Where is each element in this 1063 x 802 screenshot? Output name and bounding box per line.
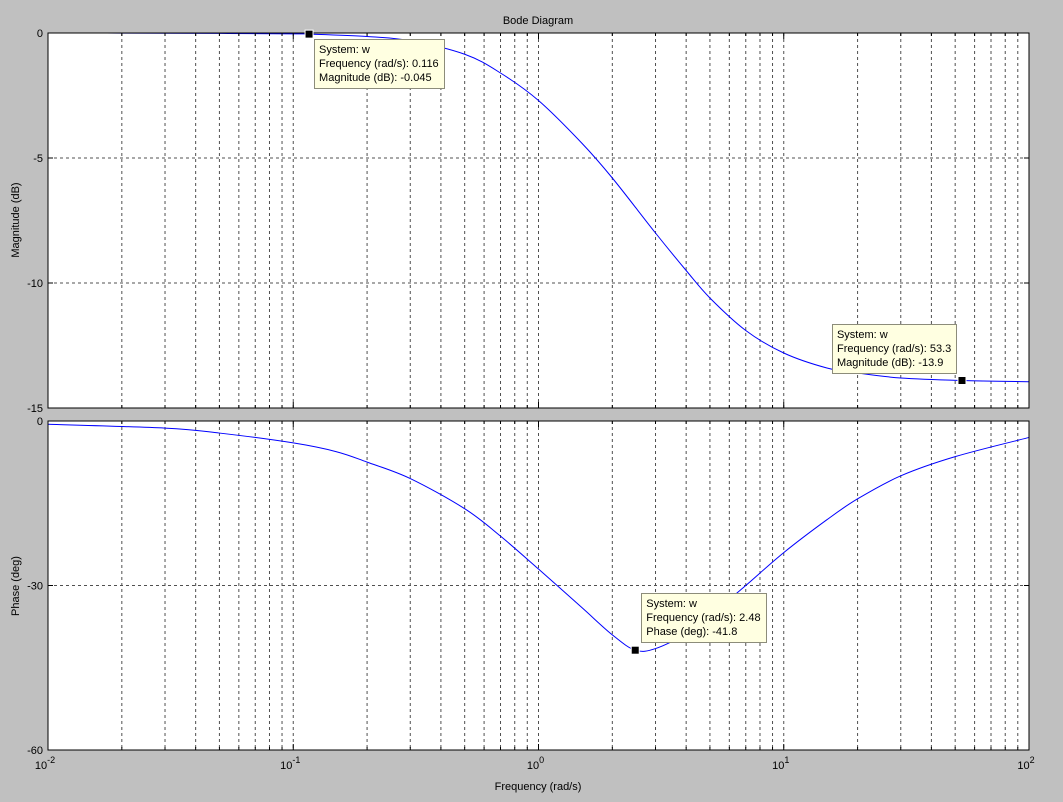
magnitude-y-axis-label: Magnitude (dB) [10, 182, 22, 257]
phase-curve [47, 423, 1030, 652]
datatip-line: Frequency (rad/s): 0.116 [319, 58, 439, 71]
phase-y-tick-label: 0 [37, 416, 43, 428]
x-tick-label: 100 [527, 755, 544, 772]
datatip-line: Frequency (rad/s): 53.3 [836, 342, 952, 355]
grid-layer [48, 32, 1029, 751]
magnitude-datatip[interactable]: System: w Frequency (rad/s): 0.116 Magnitu… [314, 39, 445, 90]
phase-y-axis-label: Phase (deg) [10, 556, 22, 616]
x-tick-label: 102 [1017, 755, 1034, 772]
x-tick-label: 10-2 [35, 755, 55, 772]
x-tick-label: 10-1 [280, 755, 300, 772]
phase-datatip[interactable]: System: w Frequency (rad/s): 2.48 Phase (d… [641, 593, 767, 644]
datatip-line: Phase (deg): -41.8 [646, 626, 738, 639]
x-tick-label: 101 [772, 755, 789, 772]
datatip-line: System: w [836, 328, 888, 341]
x-axis-label: Frequency (rad/s) [495, 781, 582, 793]
magnitude-datatip[interactable]: System: w Frequency (rad/s): 53.3 Magnitud… [831, 323, 958, 374]
phase-y-tick-label: -30 [27, 581, 43, 593]
datatip-line: System: w [646, 598, 697, 611]
magnitude-datatip-marker[interactable] [304, 29, 314, 39]
datatip-line: System: w [319, 44, 370, 57]
magnitude-y-tick-label: -5 [33, 153, 43, 165]
magnitude-datatip-marker[interactable] [957, 376, 967, 385]
phase-y-tick-label: -60 [27, 745, 43, 757]
chart-title: Bode Diagram [503, 15, 573, 27]
datatip-line: Frequency (rad/s): 2.48 [646, 612, 761, 625]
magnitude-y-tick-label: -10 [27, 278, 43, 290]
marker-layer [304, 29, 967, 655]
phase-datatip-marker[interactable] [630, 645, 640, 655]
magnitude-y-tick-label: 0 [37, 28, 43, 40]
datatip-line: Magnitude (dB): -13.9 [836, 356, 944, 369]
magnitude-y-tick-label: -15 [27, 403, 43, 415]
datatip-line: Magnitude (dB): -0.045 [319, 72, 432, 85]
